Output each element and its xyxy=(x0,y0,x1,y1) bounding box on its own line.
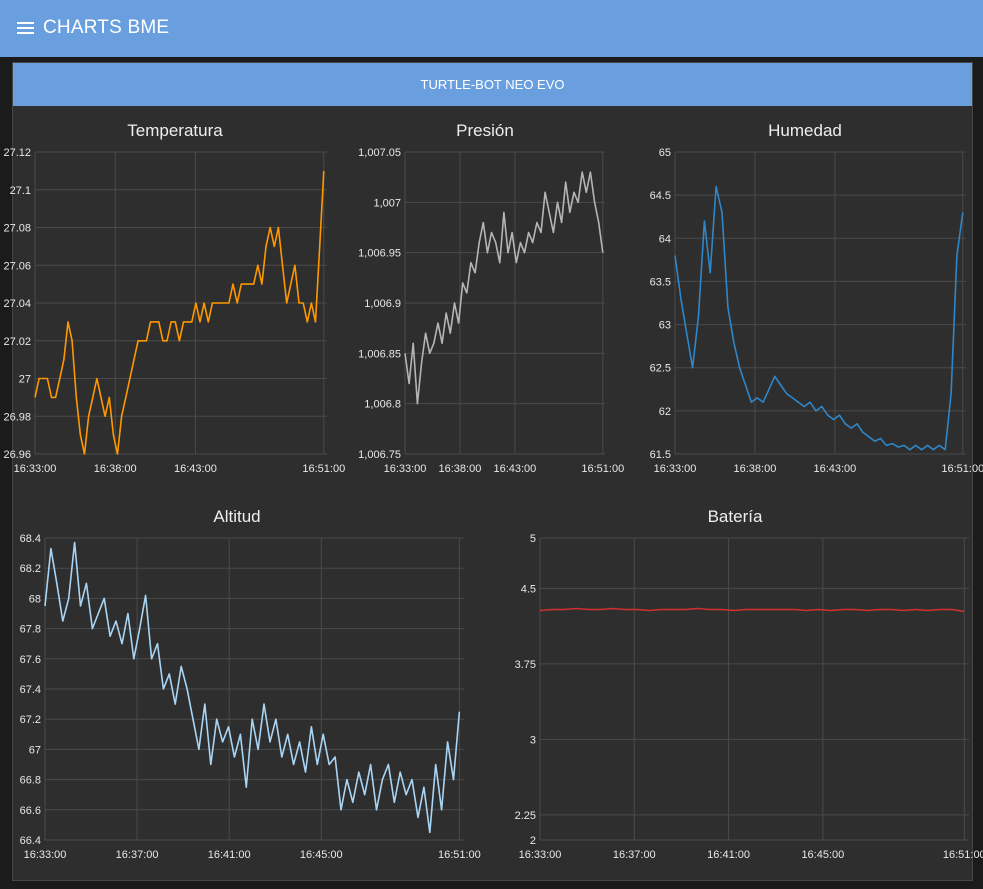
y-tick-label: 1,007.05 xyxy=(358,147,401,159)
x-tick-label: 16:43:00 xyxy=(174,463,217,475)
x-tick-label: 16:38:00 xyxy=(94,463,137,475)
y-tick-label: 27.02 xyxy=(3,336,31,348)
chart-title: Batería xyxy=(708,507,763,526)
x-tick-label: 16:41:00 xyxy=(707,849,750,861)
x-tick-label: 16:51:00 xyxy=(438,849,481,861)
y-tick-label: 67 xyxy=(29,744,41,756)
top-app-bar: CHARTS BME xyxy=(0,0,983,57)
y-tick-label: 63.5 xyxy=(650,276,671,288)
series-line xyxy=(674,185,964,451)
group-title: TURTLE-BOT NEO EVO xyxy=(13,63,972,106)
y-tick-label: 62.5 xyxy=(650,363,671,375)
y-tick-label: 3.75 xyxy=(515,659,536,671)
y-tick-label: 66.4 xyxy=(20,835,41,847)
y-tick-label: 4.5 xyxy=(521,583,536,595)
x-tick-label: 16:45:00 xyxy=(801,849,844,861)
y-tick-label: 1,007 xyxy=(373,197,401,209)
chart-temperatura: Temperatura 27.12 27.1 27.08 27.06 27.04 27.02… xyxy=(3,121,345,475)
y-tick-label: 65 xyxy=(659,147,671,159)
x-tick-label: 16:33:00 xyxy=(654,463,697,475)
y-tick-label: 68.4 xyxy=(20,533,41,545)
y-tick-label: 2 xyxy=(530,835,536,847)
x-tick-label: 16:38:00 xyxy=(734,463,777,475)
y-tick-label: 64.5 xyxy=(650,190,671,202)
y-tick-label: 1,006.85 xyxy=(358,348,401,360)
x-tick-label: 16:33:00 xyxy=(24,849,67,861)
chart-humedad: Humedad 65 64.5 64 63.5 63 62.5 62 61.5 16:33:00 1… xyxy=(650,121,983,475)
chart-altitud: Altitud 68.4 68.2 68 67.8 67.6 67.4 67.2 67 66.8 6… xyxy=(20,507,481,861)
app-title: CHARTS BME xyxy=(43,17,170,38)
y-tick-label: 66.8 xyxy=(20,775,41,787)
x-tick-label: 16:43:00 xyxy=(493,463,536,475)
x-tick-label: 16:51:00 xyxy=(941,463,983,475)
y-tick-label: 2.25 xyxy=(515,810,536,822)
x-tick-label: 16:45:00 xyxy=(300,849,343,861)
dashboard-group: TURTLE-BOT NEO EVO xyxy=(12,62,973,881)
series-line xyxy=(34,170,325,455)
hamburger-menu-icon[interactable] xyxy=(17,22,34,35)
y-tick-label: 67.4 xyxy=(20,684,41,696)
series-line xyxy=(539,607,965,613)
y-tick-label: 68 xyxy=(29,593,41,605)
x-tick-label: 16:33:00 xyxy=(14,463,57,475)
y-tick-label: 27.1 xyxy=(10,185,31,197)
series-line xyxy=(404,171,604,405)
y-tick-label: 66.6 xyxy=(20,805,41,817)
y-tick-label: 27.08 xyxy=(3,223,31,235)
x-tick-label: 16:43:00 xyxy=(813,463,856,475)
chart-bateria: Batería 5 4.5 3.75 3 2.25 2 16:33:00 16:37:00 16:… xyxy=(515,507,983,861)
y-tick-label: 67.2 xyxy=(20,714,41,726)
y-tick-label: 64 xyxy=(659,233,671,245)
y-tick-label: 68.2 xyxy=(20,563,41,575)
y-tick-label: 67.6 xyxy=(20,654,41,666)
y-tick-label: 27.06 xyxy=(3,260,31,272)
x-tick-label: 16:37:00 xyxy=(116,849,159,861)
x-tick-label: 16:41:00 xyxy=(208,849,251,861)
y-tick-label: 5 xyxy=(530,533,536,545)
x-tick-label: 16:51:00 xyxy=(581,463,624,475)
y-tick-label: 3 xyxy=(530,734,536,746)
x-tick-label: 16:51:00 xyxy=(943,849,983,861)
chart-title: Temperatura xyxy=(127,121,223,140)
chart-title: Altitud xyxy=(213,507,260,526)
y-tick-label: 27 xyxy=(19,374,31,386)
y-tick-label: 62 xyxy=(659,406,671,418)
series-line xyxy=(44,541,461,834)
y-tick-label: 1,006.8 xyxy=(364,399,401,411)
x-tick-label: 16:33:00 xyxy=(519,849,562,861)
y-tick-label: 61.5 xyxy=(650,449,671,461)
x-tick-label: 16:38:00 xyxy=(439,463,482,475)
x-tick-label: 16:51:00 xyxy=(302,463,345,475)
y-tick-label: 27.12 xyxy=(3,147,31,159)
y-tick-label: 67.8 xyxy=(20,624,41,636)
y-tick-label: 26.96 xyxy=(3,449,31,461)
y-tick-label: 1,006.75 xyxy=(358,449,401,461)
chart-title: Presión xyxy=(456,121,514,140)
y-tick-label: 27.04 xyxy=(3,298,31,310)
y-tick-label: 63 xyxy=(659,320,671,332)
y-tick-label: 1,006.95 xyxy=(358,248,401,260)
y-tick-label: 1,006.9 xyxy=(364,298,401,310)
chart-title: Humedad xyxy=(768,121,842,140)
x-tick-label: 16:37:00 xyxy=(613,849,656,861)
x-tick-label: 16:33:00 xyxy=(384,463,427,475)
chart-presion: Presión 1,007.05 1,007 1,006.95 1,006.9 1,006… xyxy=(358,121,624,475)
y-tick-label: 26.98 xyxy=(3,411,31,423)
